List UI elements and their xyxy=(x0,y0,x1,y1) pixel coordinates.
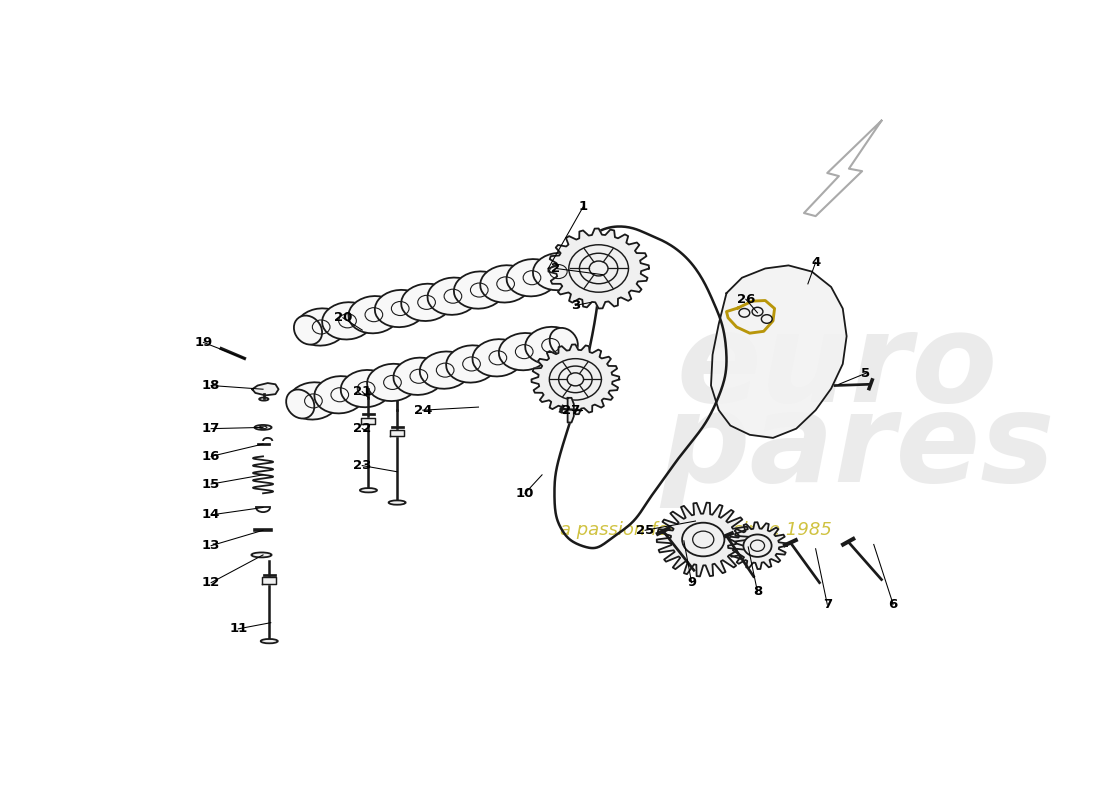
Ellipse shape xyxy=(322,302,373,339)
Text: 27: 27 xyxy=(562,404,581,417)
Ellipse shape xyxy=(550,328,578,357)
Text: 6: 6 xyxy=(889,598,898,610)
Ellipse shape xyxy=(388,501,406,505)
Ellipse shape xyxy=(294,315,322,345)
Text: 8: 8 xyxy=(752,586,762,598)
Text: 7: 7 xyxy=(823,598,832,610)
Ellipse shape xyxy=(498,333,550,370)
Polygon shape xyxy=(390,430,404,436)
Ellipse shape xyxy=(349,296,399,334)
Polygon shape xyxy=(711,266,847,438)
Text: 19: 19 xyxy=(195,336,212,349)
Ellipse shape xyxy=(252,553,272,558)
Ellipse shape xyxy=(394,358,444,395)
Polygon shape xyxy=(728,522,786,569)
Text: 5: 5 xyxy=(861,366,870,380)
Text: 13: 13 xyxy=(202,539,220,552)
Polygon shape xyxy=(531,345,619,414)
Text: 21: 21 xyxy=(353,385,372,398)
Text: 22: 22 xyxy=(353,422,372,435)
Text: 20: 20 xyxy=(333,311,352,324)
Ellipse shape xyxy=(481,266,531,302)
Text: 4: 4 xyxy=(811,256,821,269)
Ellipse shape xyxy=(525,327,576,364)
Polygon shape xyxy=(548,229,649,309)
Text: pares: pares xyxy=(661,386,1055,508)
Ellipse shape xyxy=(428,278,478,315)
Ellipse shape xyxy=(288,382,339,419)
Ellipse shape xyxy=(375,290,426,327)
Text: 16: 16 xyxy=(202,450,220,463)
Text: 1: 1 xyxy=(579,200,587,214)
Text: 23: 23 xyxy=(353,459,372,472)
Text: 2: 2 xyxy=(551,262,561,275)
Polygon shape xyxy=(262,578,276,583)
Text: 25: 25 xyxy=(636,524,654,537)
Polygon shape xyxy=(804,121,881,216)
Ellipse shape xyxy=(507,259,558,296)
Text: euro: euro xyxy=(676,306,998,427)
Circle shape xyxy=(682,522,725,556)
Text: a passion for parts since 1985: a passion for parts since 1985 xyxy=(560,522,832,539)
Text: 18: 18 xyxy=(202,379,220,392)
Text: 10: 10 xyxy=(516,487,535,500)
Ellipse shape xyxy=(420,351,471,389)
Ellipse shape xyxy=(315,376,365,414)
Text: 11: 11 xyxy=(229,622,248,635)
Ellipse shape xyxy=(558,254,585,283)
Ellipse shape xyxy=(286,390,315,418)
Text: 15: 15 xyxy=(202,478,220,490)
Text: 24: 24 xyxy=(414,404,432,417)
Ellipse shape xyxy=(296,308,346,346)
Ellipse shape xyxy=(532,253,584,290)
Ellipse shape xyxy=(447,346,497,382)
Text: 3: 3 xyxy=(571,299,580,312)
Polygon shape xyxy=(362,418,375,424)
Circle shape xyxy=(744,534,771,557)
Text: 9: 9 xyxy=(688,576,696,589)
Polygon shape xyxy=(657,502,750,576)
Text: 17: 17 xyxy=(202,422,220,435)
Ellipse shape xyxy=(341,370,392,407)
Text: 12: 12 xyxy=(202,576,220,589)
Polygon shape xyxy=(252,383,278,395)
Ellipse shape xyxy=(473,339,524,377)
Text: 14: 14 xyxy=(202,508,220,522)
Ellipse shape xyxy=(261,639,278,643)
Ellipse shape xyxy=(454,271,505,309)
Polygon shape xyxy=(568,398,574,422)
Ellipse shape xyxy=(254,425,272,430)
Text: 26: 26 xyxy=(737,293,755,306)
Ellipse shape xyxy=(360,488,377,492)
Ellipse shape xyxy=(367,364,418,401)
Ellipse shape xyxy=(402,284,452,321)
